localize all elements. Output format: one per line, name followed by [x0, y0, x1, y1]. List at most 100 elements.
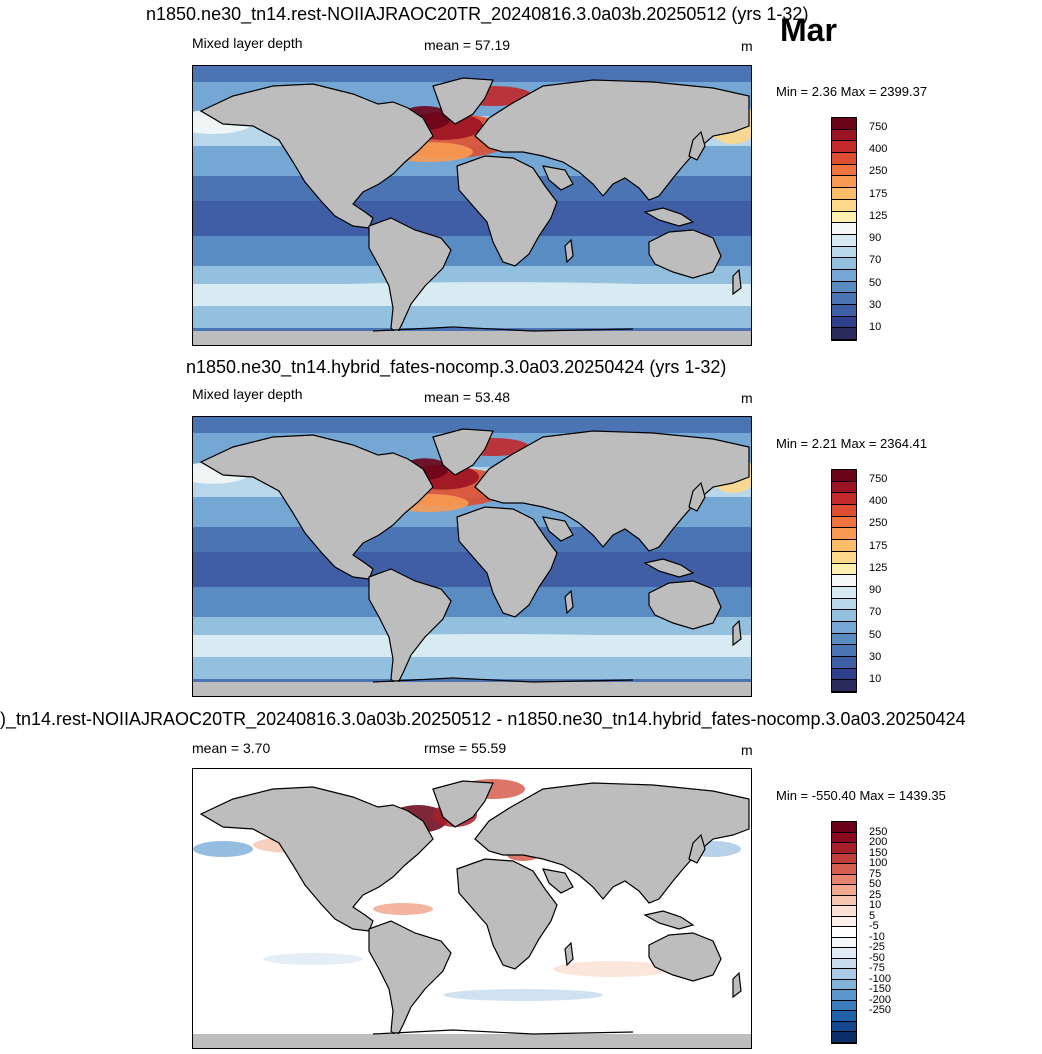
colorbar-label: 400 [869, 143, 888, 156]
colorbar-label: -150 [869, 983, 892, 995]
colorbar-segment [832, 948, 856, 959]
colorbar-segment [832, 668, 856, 681]
colorbar-segment [832, 540, 856, 552]
colorbar-label: 750 [869, 473, 888, 485]
colorbar-label: -100 [869, 972, 892, 985]
panel-1-units: m [741, 38, 753, 54]
colorbar-segment [832, 937, 856, 948]
colorbar-segment [832, 874, 856, 885]
colorbar-label: 400 [869, 495, 888, 508]
colorbar-label: 50 [869, 878, 882, 890]
anomaly-patch [553, 961, 673, 977]
landmass [732, 971, 742, 999]
colorbar-segment [832, 621, 856, 634]
panel-3-minmax: Min = -550.40 Max = 1439.35 [776, 788, 946, 803]
colorbar-segment [832, 895, 856, 906]
ocean-band [193, 66, 751, 82]
colorbar-segment [832, 1000, 856, 1011]
colorbar-label: 175 [869, 539, 888, 552]
antarctica [193, 331, 751, 345]
colorbar-segment [832, 906, 856, 917]
mld-hotspot [277, 634, 709, 652]
colorbar-segment [832, 822, 856, 833]
landmass [688, 130, 706, 161]
panel-2-units: m [741, 390, 753, 406]
landmass [648, 229, 722, 279]
map-canvas [193, 66, 751, 345]
month-label: Mar [780, 12, 837, 48]
colorbar-segment [832, 563, 856, 576]
panel-1-map [192, 65, 752, 346]
landmass [474, 79, 750, 201]
colorbar-segment [832, 969, 856, 980]
colorbar-segment [832, 575, 856, 587]
colorbar-label: -250 [869, 1004, 892, 1016]
colorbar-segment [832, 141, 856, 154]
anomaly-patch [373, 903, 433, 915]
landmass [199, 83, 434, 229]
landmass [688, 833, 706, 864]
landmass [542, 868, 574, 894]
colorbar-label: 25 [869, 888, 882, 901]
antarctica-coast [372, 1029, 634, 1035]
panel-2-mean-label: mean = 53.48 [424, 389, 511, 405]
colorbar-segment [832, 223, 856, 235]
antarctica [193, 1034, 751, 1048]
landmass [564, 238, 574, 264]
colorbar-label: 90 [869, 232, 882, 245]
colorbar-segment [832, 316, 856, 329]
colorbar-box [831, 821, 857, 1044]
colorbar-segment [832, 505, 856, 517]
colorbar-segment [832, 481, 856, 494]
landmass [688, 481, 706, 512]
colorbar-segment [832, 633, 856, 646]
landmass [368, 920, 452, 1039]
colorbar-label: 125 [869, 561, 888, 574]
colorbar-segment [832, 551, 856, 564]
colorbar-label: 70 [869, 254, 882, 267]
colorbar-segment [832, 885, 856, 896]
colorbar-segment [832, 211, 856, 224]
landmass [474, 782, 750, 904]
landmass [564, 589, 574, 615]
colorbar-label: 30 [869, 298, 882, 311]
colorbar-box [831, 469, 857, 694]
colorbar-label: 90 [869, 584, 882, 597]
panel-3-rmse-label: rmse = 55.59 [424, 740, 507, 756]
colorbar-label: 50 [869, 276, 882, 289]
colorbar-segment [832, 979, 856, 990]
panel-2-title: n1850.ne30_tn14.hybrid_fates-nocomp.3.0a… [186, 357, 727, 377]
landmass [732, 268, 742, 296]
antarctica [193, 682, 751, 696]
landmass [643, 910, 695, 930]
colorbar-label: 250 [869, 825, 888, 838]
panel-1-mean-label: mean = 57.19 [424, 37, 511, 53]
ocean-band [193, 266, 751, 284]
anomaly-patch [263, 953, 363, 965]
colorbar-segment [832, 153, 856, 165]
colorbar-label: -75 [869, 962, 885, 974]
panel-3-mean-label: mean = 3.70 [192, 740, 271, 756]
colorbar-label: 10 [869, 899, 882, 911]
colorbar-segment [832, 645, 856, 657]
landmass [199, 434, 434, 580]
landmass [432, 428, 494, 476]
colorbar-segment [832, 293, 856, 305]
colorbar-segment [832, 234, 856, 247]
colorbar-segment [832, 598, 856, 611]
colorbar-segment [832, 164, 856, 177]
colorbar-segment [832, 843, 856, 854]
colorbar-segment [832, 832, 856, 843]
colorbar-segment [832, 516, 856, 529]
antarctica-coast [372, 677, 634, 683]
panel-2-minmax: Min = 2.21 Max = 2364.41 [776, 436, 928, 451]
colorbar-label: 250 [869, 165, 888, 178]
landmass [432, 77, 494, 125]
landmass [456, 155, 558, 267]
anomaly-patch [193, 841, 253, 857]
panel-2-map [192, 416, 752, 697]
colorbar-segment [832, 657, 856, 669]
landmass [564, 941, 574, 967]
landmass [648, 932, 722, 982]
colorbar-segment [832, 129, 856, 142]
